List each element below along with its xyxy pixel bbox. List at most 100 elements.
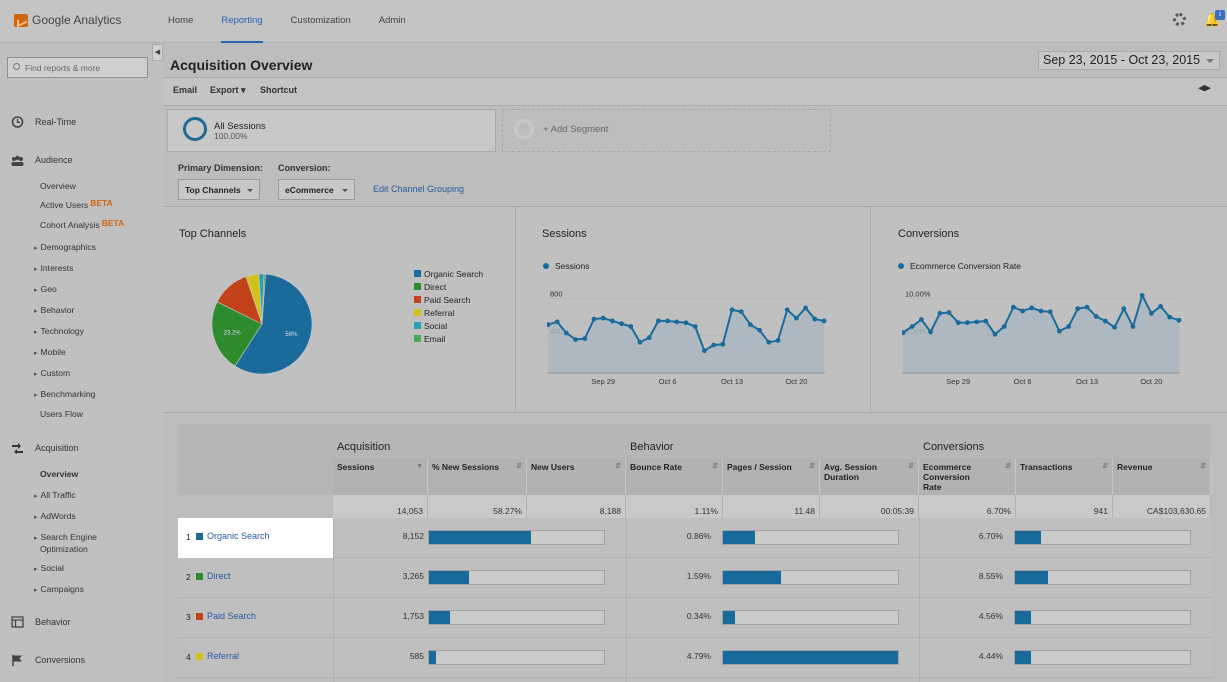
sidebar-social[interactable]: Social	[40, 563, 64, 573]
conversion-rate-point[interactable]	[1011, 304, 1016, 310]
pie-slice-organic-search[interactable]	[234, 273, 313, 375]
email-button[interactable]: Email	[173, 85, 198, 95]
col-avg-duration[interactable]: Avg. Session Duration ⇵	[820, 458, 919, 495]
sessions-point[interactable]	[547, 322, 551, 328]
sessions-point[interactable]	[794, 315, 799, 321]
sidebar-technology[interactable]: Technology	[40, 326, 84, 336]
export-button[interactable]: Export ▾	[210, 85, 246, 96]
conversion-rate-point[interactable]	[1149, 310, 1154, 316]
sidebar-interests[interactable]: Interests	[40, 263, 74, 273]
sidebar-campaigns[interactable]: Campaigns	[40, 584, 84, 594]
sidebar-demographics[interactable]: Demographics	[40, 242, 96, 252]
sidebar-cohort-analysis[interactable]: Cohort Analysis BETA	[40, 218, 124, 230]
conversion-rate-point[interactable]	[1103, 318, 1108, 324]
col-revenue[interactable]: Revenue ⇵	[1113, 458, 1211, 495]
col-pages-session[interactable]: Pages / Session ⇵	[723, 458, 820, 495]
conversion-rate-point[interactable]	[1057, 328, 1062, 334]
nav-home[interactable]: Home	[168, 15, 194, 26]
nav-reporting[interactable]: Reporting	[221, 0, 263, 43]
app-logo[interactable]: Google Analytics	[14, 13, 121, 27]
sessions-point[interactable]	[711, 342, 716, 348]
sessions-point[interactable]	[784, 307, 790, 313]
sessions-point[interactable]	[803, 305, 808, 311]
sidebar-users-flow[interactable]: Users Flow	[40, 409, 83, 419]
sessions-point[interactable]	[646, 335, 652, 341]
conversion-rate-point[interactable]	[1158, 303, 1163, 309]
sessions-point[interactable]	[619, 321, 624, 327]
sessions-point[interactable]	[720, 341, 726, 347]
channel-link[interactable]: Referral	[207, 651, 240, 661]
conversion-rate-point[interactable]	[955, 320, 961, 326]
channel-link[interactable]: Organic Search	[207, 531, 270, 541]
sidebar-audience-overview[interactable]: Overview	[40, 181, 76, 191]
search-input[interactable]: Find reports & more	[7, 57, 148, 78]
sidebar-conversions[interactable]: Conversions	[35, 655, 86, 665]
sessions-point[interactable]	[683, 320, 689, 326]
sidebar-active-users[interactable]: Active Users BETA	[40, 198, 113, 210]
conversion-rate-point[interactable]	[1075, 306, 1081, 312]
sidebar-realtime[interactable]: Real-Time	[35, 117, 77, 127]
conversion-rate-point[interactable]	[974, 319, 979, 325]
notification-badge[interactable]: i	[1215, 10, 1225, 20]
col-bounce-rate[interactable]: Bounce Rate ⇵	[626, 458, 723, 495]
conversion-rate-point[interactable]	[1029, 305, 1035, 311]
sidebar-all-traffic[interactable]: All Traffic	[40, 490, 76, 500]
sidebar-mobile[interactable]: Mobile	[40, 347, 66, 357]
conversion-rate-point[interactable]	[983, 318, 989, 324]
conversion-rate-point[interactable]	[1066, 324, 1071, 329]
conversion-rate-point[interactable]	[1020, 308, 1025, 314]
top-channels-pie-chart[interactable]: 58% 23.2%	[210, 272, 314, 376]
sessions-point[interactable]	[757, 327, 762, 333]
sidebar-custom[interactable]: Custom	[40, 368, 71, 378]
conversion-rate-point[interactable]	[1001, 324, 1007, 329]
sidebar-audience[interactable]: Audience	[35, 155, 73, 165]
primary-dimension-select[interactable]: Top Channels	[178, 179, 260, 200]
conversion-rate-point[interactable]	[937, 310, 943, 316]
sessions-point[interactable]	[766, 339, 772, 345]
conversion-rate-point[interactable]	[1167, 314, 1173, 320]
sessions-point[interactable]	[729, 307, 735, 313]
conversion-rate-point[interactable]	[1121, 306, 1127, 312]
col-new-users[interactable]: New Users ⇵	[527, 458, 626, 495]
sessions-point[interactable]	[812, 316, 818, 322]
sessions-point[interactable]	[591, 316, 597, 322]
conversion-rate-point[interactable]	[1038, 308, 1044, 314]
sessions-point[interactable]	[821, 318, 827, 324]
conversion-rate-point[interactable]	[1112, 324, 1117, 330]
sessions-point[interactable]	[564, 330, 569, 336]
nav-admin[interactable]: Admin	[378, 15, 406, 26]
sessions-point[interactable]	[674, 319, 680, 325]
sessions-point[interactable]	[665, 318, 670, 324]
shortcut-button[interactable]: Shortcut	[260, 85, 297, 95]
date-range-picker[interactable]: Sep 23, 2015 - Oct 23, 2015	[1038, 51, 1220, 70]
sessions-point[interactable]	[702, 348, 707, 354]
edit-channel-grouping-link[interactable]: Edit Channel Grouping	[373, 184, 465, 194]
col-sessions[interactable]: Sessions ▼	[333, 458, 428, 495]
gear-icon[interactable]	[1173, 13, 1186, 26]
sidebar-seo[interactable]: Search Engine Optimization	[40, 532, 120, 554]
sessions-point[interactable]	[582, 336, 588, 341]
col-new-sessions[interactable]: % New Sessions ⇵	[428, 458, 527, 495]
conversion-rate-point[interactable]	[946, 310, 952, 315]
sessions-point[interactable]	[738, 309, 744, 315]
col-conversion-rate[interactable]: Ecommerce Conversion Rate ⇵	[919, 458, 1016, 495]
conversion-rate-point[interactable]	[1093, 314, 1099, 319]
conversion-rate-point[interactable]	[909, 324, 915, 329]
sessions-point[interactable]	[775, 338, 781, 343]
channel-link[interactable]: Paid Search	[207, 611, 257, 621]
add-segment-button[interactable]	[502, 109, 831, 152]
pie-slice-email[interactable]	[261, 273, 266, 325]
conversion-rate-point[interactable]	[992, 331, 998, 337]
collapse-sidebar-button[interactable]: ◀	[152, 44, 163, 61]
conversion-rate-point[interactable]	[965, 320, 970, 326]
sidebar-acquisition[interactable]: Acquisition	[35, 443, 79, 453]
sessions-point[interactable]	[600, 315, 606, 321]
conversion-rate-point[interactable]	[902, 330, 906, 336]
conversion-rate-point[interactable]	[928, 329, 933, 335]
sessions-point[interactable]	[554, 319, 560, 325]
nav-customization[interactable]: Customization	[290, 15, 351, 26]
sidebar-audience-behavior[interactable]: Behavior	[40, 305, 75, 315]
conversion-rate-point[interactable]	[1139, 293, 1145, 298]
